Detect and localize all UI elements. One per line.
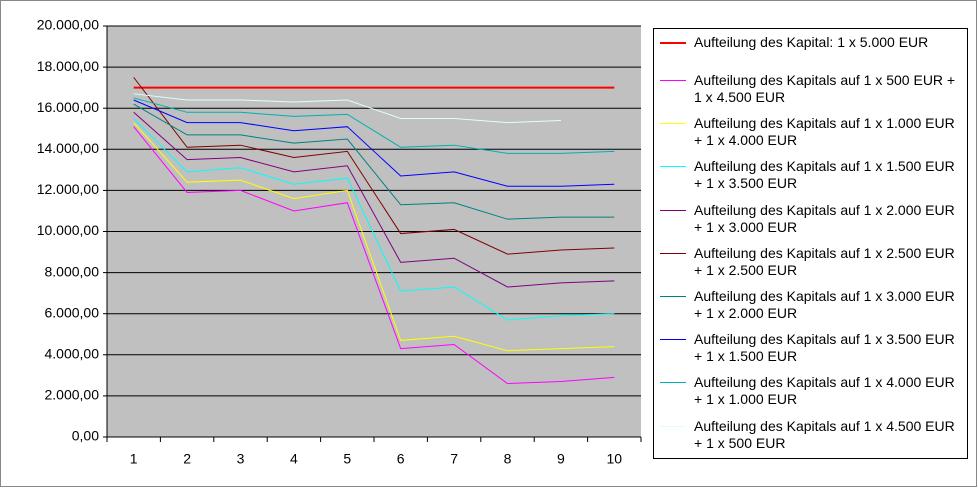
legend-swatch (660, 382, 686, 384)
x-tick-label: 9 (557, 451, 565, 467)
legend-entry: Aufteilung des Kapitals auf 1 x 1.500 EU… (660, 158, 964, 192)
legend-entry: Aufteilung des Kapitals auf 1 x 2.500 EU… (660, 245, 964, 279)
legend-swatch (660, 166, 686, 168)
legend-label: Aufteilung des Kapitals auf 1 x 2.500 EU… (694, 244, 955, 278)
x-tick-label: 4 (290, 451, 298, 467)
y-tick-label: 0,00 (72, 428, 99, 444)
legend-label: Aufteilung des Kapitals auf 1 x 3.000 EU… (694, 288, 955, 321)
y-tick-label: 10.000,00 (37, 222, 99, 238)
legend-label: Aufteilung des Kapitals auf 1 x 1.000 EU… (694, 115, 955, 149)
x-tick-label: 5 (343, 451, 351, 467)
y-tick-label: 2.000,00 (45, 387, 100, 403)
y-tick-label: 14.000,00 (37, 140, 99, 156)
legend-label: Aufteilung des Kapitals auf 1 x 4.000 EU… (694, 374, 955, 408)
legend-swatch (660, 296, 686, 297)
series-line (133, 122, 615, 352)
legend-swatch (660, 252, 686, 254)
legend-swatch (660, 80, 686, 81)
y-tick-label: 12.000,00 (37, 181, 99, 197)
x-tick-label: 1 (130, 451, 138, 467)
legend-label: Aufteilung des Kapitals auf 1 x 3.500 EU… (694, 331, 955, 365)
x-tick-label: 7 (450, 451, 458, 467)
series-line (133, 99, 615, 187)
series-line (133, 126, 615, 385)
x-tick-label: 8 (504, 451, 512, 467)
y-tick-label: 16.000,00 (37, 99, 99, 115)
legend-swatch (660, 123, 686, 125)
legend-entry: Aufteilung des Kapitals auf 1 x 500 EUR … (660, 72, 964, 106)
legend-entry: Aufteilung des Kapital: 1 x 5.000 EUR (660, 34, 964, 51)
series-line (133, 103, 615, 220)
y-tick-label: 18.000,00 (37, 58, 99, 74)
legend-label: Aufteilung des Kapitals auf 1 x 4.500 EU… (694, 417, 955, 451)
legend-entry: Aufteilung des Kapitals auf 1 x 3.000 EU… (660, 288, 964, 322)
legend-entry: Aufteilung des Kapitals auf 1 x 1.000 EU… (660, 115, 964, 149)
legend-swatch (660, 339, 686, 341)
legend-label: Aufteilung des Kapitals auf 1 x 1.500 EU… (694, 158, 955, 192)
legend-entry: Aufteilung des Kapitals auf 1 x 4.500 EU… (660, 418, 964, 452)
legend-swatch (660, 425, 686, 427)
legend-entry: Aufteilung des Kapitals auf 1 x 3.500 EU… (660, 331, 964, 365)
x-tick-label: 6 (397, 451, 405, 467)
y-tick-label: 4.000,00 (45, 346, 100, 362)
x-tick-label: 10 (607, 451, 623, 467)
legend-label: Aufteilung des Kapitals auf 1 x 2.000 EU… (694, 201, 955, 235)
y-tick-label: 20.000,00 (37, 17, 99, 33)
legend-label: Aufteilung des Kapital: 1 x 5.000 EUR (694, 34, 929, 50)
series-line (133, 111, 615, 288)
legend-swatch (660, 209, 686, 211)
x-tick-label: 3 (237, 451, 245, 467)
series-line (133, 118, 615, 321)
legend-entry: Aufteilung des Kapitals auf 1 x 2.000 EU… (660, 202, 964, 236)
y-tick-label: 6.000,00 (45, 304, 100, 320)
x-tick-label: 2 (183, 451, 191, 467)
legend-entry: Aufteilung des Kapitals auf 1 x 4.000 EU… (660, 374, 964, 408)
series-line (133, 77, 615, 255)
series-line (133, 93, 561, 124)
legend: Aufteilung des Kapital: 1 x 5.000 EUR Auf… (653, 28, 968, 459)
legend-label: Aufteilung des Kapitals auf 1 x 500 EUR … (694, 72, 956, 105)
y-tick-label: 8.000,00 (45, 263, 100, 279)
series-line (133, 97, 615, 154)
legend-swatch (660, 42, 686, 44)
